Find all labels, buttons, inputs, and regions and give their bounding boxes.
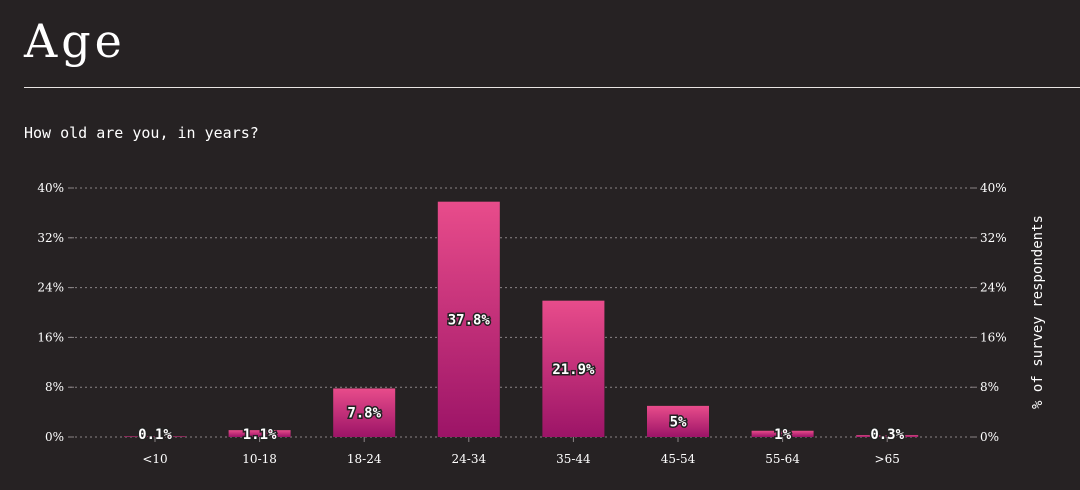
y-tick-label-left: 16% (37, 330, 64, 344)
x-tick-label: 45-54 (661, 452, 696, 466)
x-tick-label: 24-34 (452, 452, 487, 466)
x-tick-label: 35-44 (556, 452, 591, 466)
x-tick-label: 10-18 (242, 452, 277, 466)
y-tick-label-left: 8% (45, 380, 64, 394)
data-label: 1% (774, 427, 791, 443)
bar (647, 405, 709, 437)
gridlines (70, 187, 975, 438)
y-tick-label-right: 32% (980, 231, 1007, 245)
bar (542, 300, 605, 437)
y-tick-label-right: 16% (980, 330, 1007, 344)
data-label: 21.9% (552, 362, 595, 378)
y-tick-label-left: 0% (45, 430, 64, 444)
title-divider (24, 87, 1080, 88)
y-tick-label-left: 24% (37, 281, 64, 295)
bars (124, 201, 919, 437)
bar (124, 436, 186, 437)
bar (856, 435, 919, 437)
y-tick-label-right: 0% (980, 430, 999, 444)
chart-question: How old are you, in years? (24, 124, 259, 142)
x-tick-label: 55-64 (765, 452, 800, 466)
x-tick-label: <10 (142, 452, 167, 466)
data-label: 0.1% (138, 427, 172, 443)
data-label: 37.8% (448, 312, 491, 328)
bar (751, 430, 814, 437)
page-title: Age (24, 14, 126, 68)
x-tick-label: 18-24 (347, 452, 382, 466)
x-tick-label: >65 (875, 452, 900, 466)
data-labels: 0.1% 1.1% 7.8% 37.8% 21.9% 5% 1% 0.3% (137, 311, 906, 445)
y-tick-label-right: 8% (980, 380, 999, 394)
data-label: 5% (670, 414, 687, 430)
bar (333, 388, 396, 437)
y-axis-title: % of survey respondents (1030, 215, 1046, 409)
data-label: 7.8% (347, 406, 381, 422)
data-label: 0.3% (870, 427, 904, 443)
bar (437, 201, 500, 437)
bar (228, 430, 291, 437)
y-tick-label-right: 24% (980, 281, 1007, 295)
y-tick-label-right: 40% (980, 181, 1007, 195)
data-label: 1.1% (243, 427, 277, 443)
y-tick-label-left: 40% (37, 181, 64, 195)
y-tick-label-left: 32% (37, 231, 64, 245)
axes: 0% 0% 8% 8% 16% 16% 24% 24% 32% 32% 40% 40% <10 10-18… (37, 181, 1006, 466)
